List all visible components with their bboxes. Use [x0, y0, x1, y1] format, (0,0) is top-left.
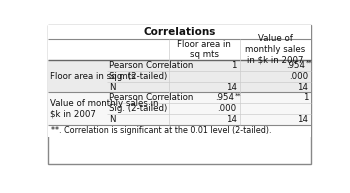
Text: Pearson Correlation: Pearson Correlation	[109, 93, 193, 102]
Text: Sig. (2-tailed): Sig. (2-tailed)	[109, 72, 167, 81]
Text: Sig. (2-tailed): Sig. (2-tailed)	[109, 104, 167, 113]
Text: .000: .000	[289, 72, 308, 81]
Text: .954: .954	[286, 61, 305, 70]
Bar	[48, 92, 311, 125]
Text: Correlations: Correlations	[143, 27, 216, 37]
Text: **. Correlation is significant at the 0.01 level (2-tailed).: **. Correlation is significant at the 0.…	[51, 126, 271, 135]
Text: Value of
monthly sales
in $k in 2007: Value of monthly sales in $k in 2007	[245, 34, 306, 64]
Text: 1: 1	[302, 93, 308, 102]
Text: **: **	[306, 60, 312, 66]
Text: N: N	[109, 83, 116, 91]
Text: 14: 14	[297, 115, 308, 124]
Text: 14: 14	[226, 83, 237, 91]
Text: 14: 14	[226, 115, 237, 124]
Bar	[48, 39, 311, 60]
Bar	[48, 125, 311, 137]
Text: Floor area in sq mts: Floor area in sq mts	[50, 72, 135, 81]
Text: Value of monthly sales in
$k in 2007: Value of monthly sales in $k in 2007	[50, 99, 159, 118]
Text: .954: .954	[215, 93, 234, 102]
Text: N: N	[109, 115, 116, 124]
Text: .000: .000	[218, 104, 237, 113]
Bar	[48, 60, 311, 92]
Text: 14: 14	[297, 83, 308, 91]
Text: 1: 1	[231, 61, 237, 70]
Bar	[48, 25, 311, 39]
Text: Floor area in
sq mts: Floor area in sq mts	[177, 40, 231, 59]
Text: **: **	[234, 92, 241, 99]
Text: Pearson Correlation: Pearson Correlation	[109, 61, 193, 70]
